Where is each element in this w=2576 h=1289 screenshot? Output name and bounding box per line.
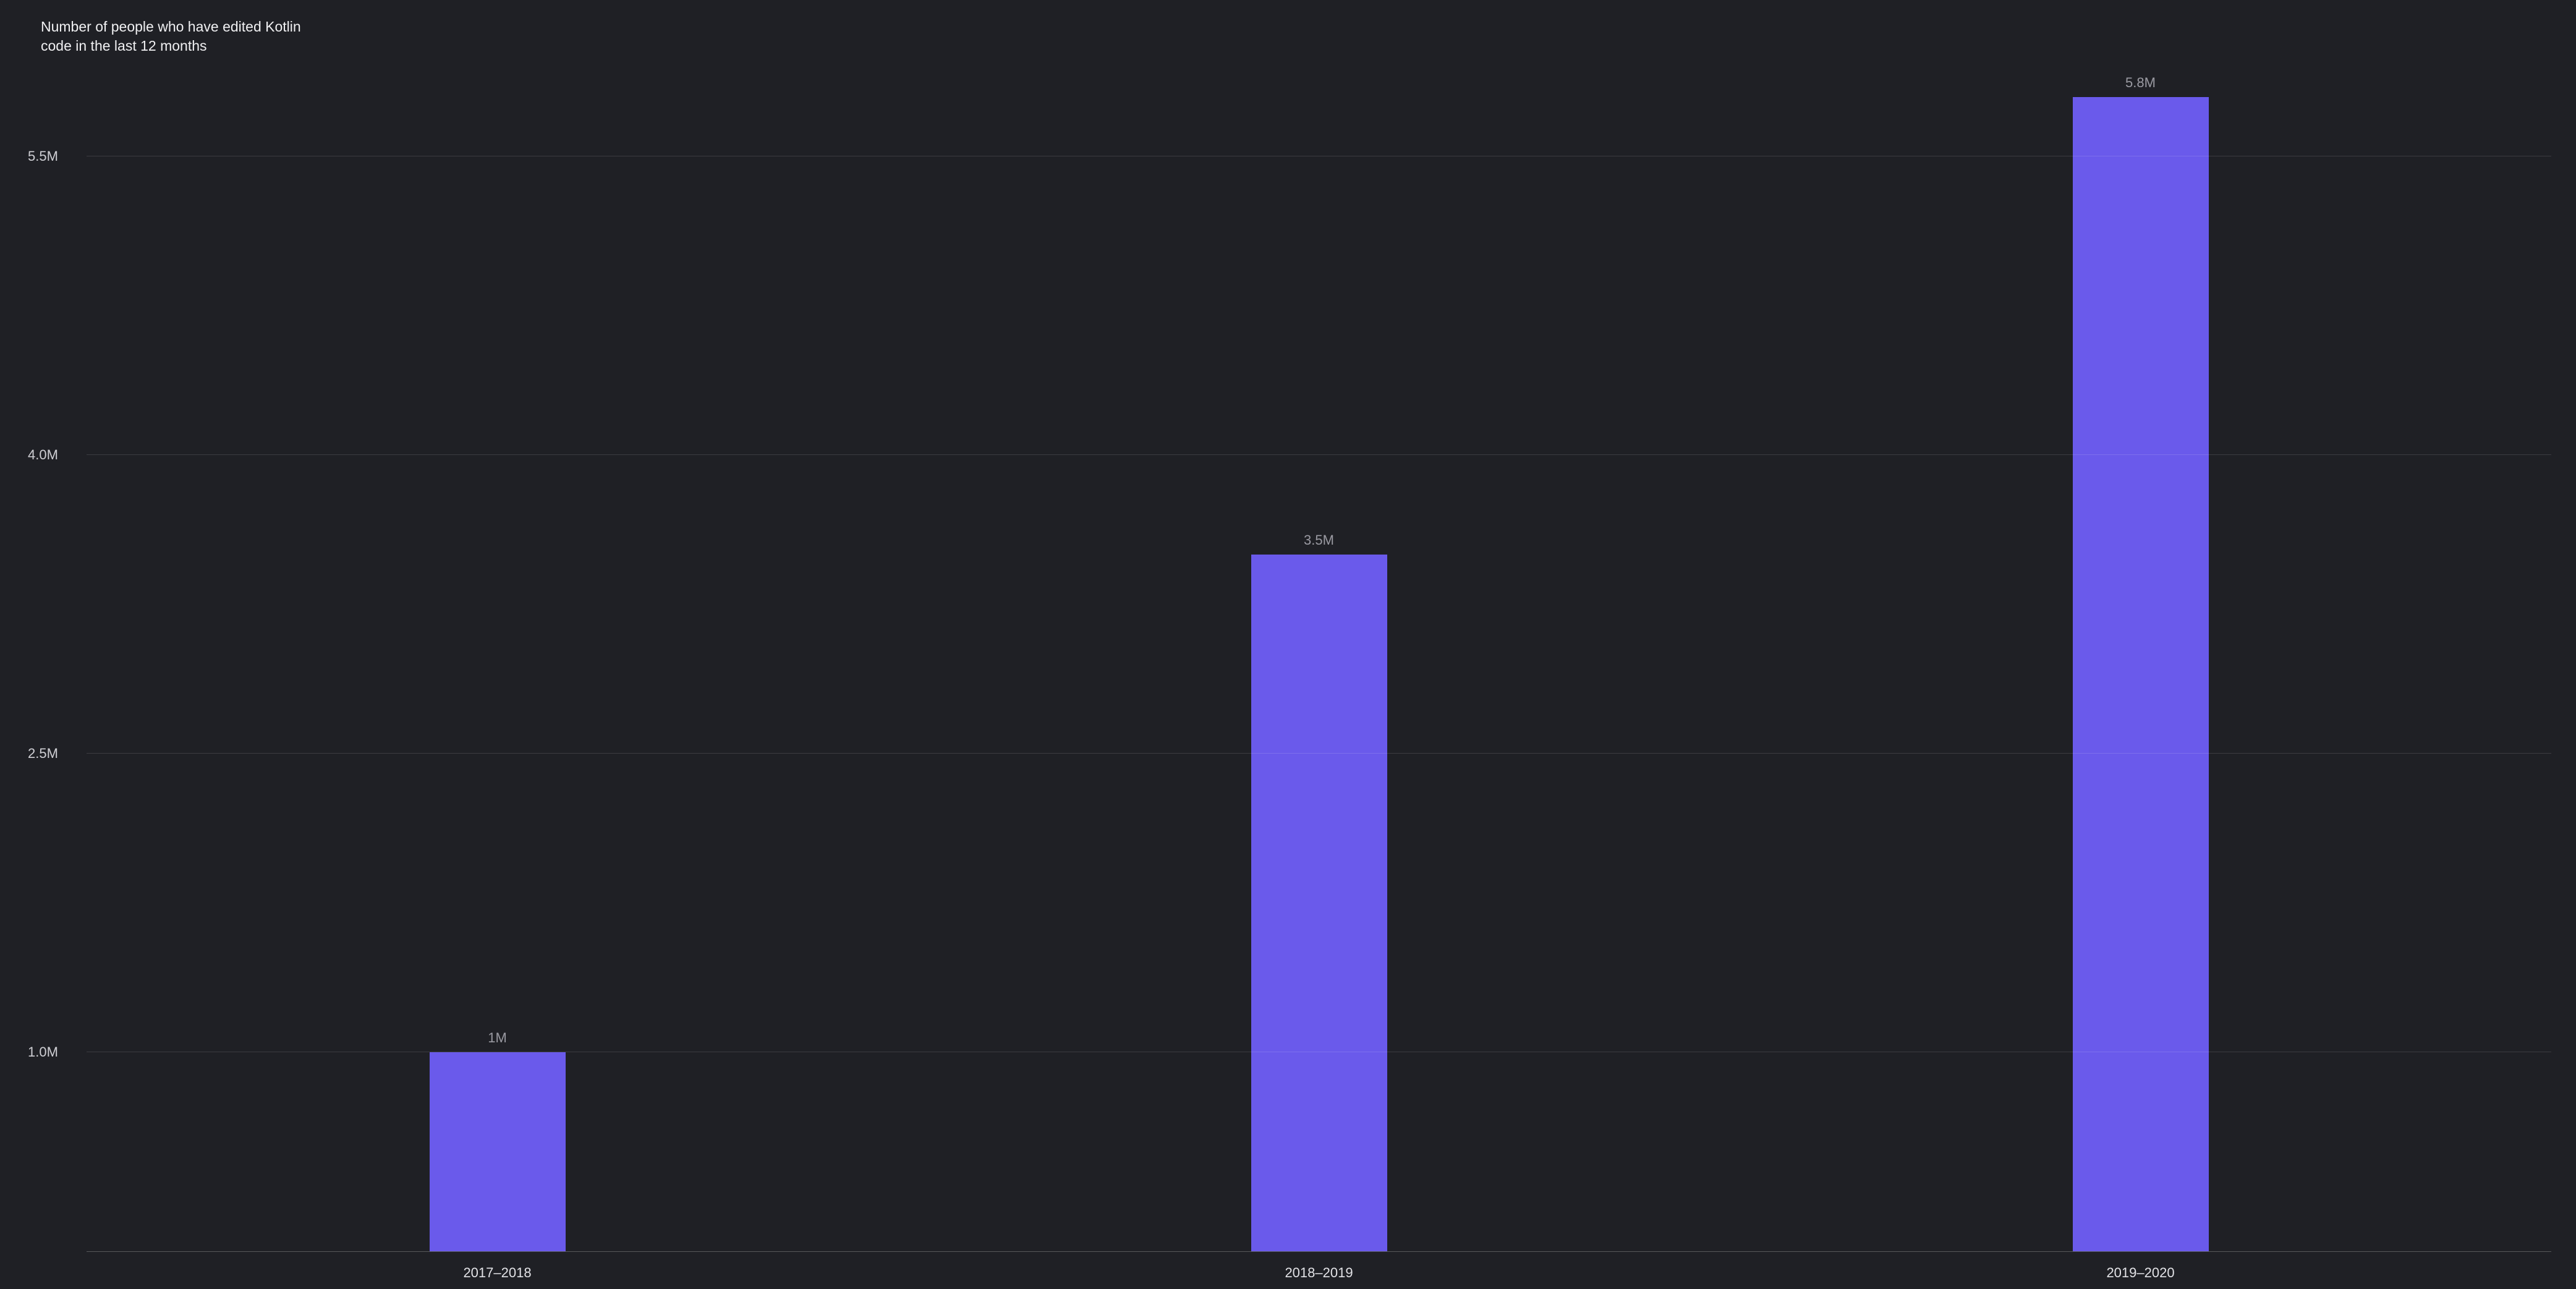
bar-slot: 1M2017–2018	[87, 17, 908, 1251]
x-tick-label: 2018–2019	[1285, 1265, 1353, 1281]
bar-slot: 5.8M2019–2020	[1730, 17, 2551, 1251]
plot-area: 1M2017–20183.5M2018–20195.8M2019–2020 1.…	[87, 17, 2551, 1252]
bar-value-label: 1M	[488, 1030, 507, 1046]
bar-value-label: 5.8M	[2125, 75, 2156, 91]
bar-value-label: 3.5M	[1304, 532, 1334, 548]
x-tick-label: 2017–2018	[463, 1265, 531, 1281]
y-tick-label: 2.5M	[28, 746, 77, 762]
bar	[430, 1052, 566, 1251]
bar	[2073, 97, 2209, 1251]
chart-container: Number of people who have edited Kotlin …	[0, 0, 2576, 1289]
gridline	[87, 454, 2551, 455]
bars-group: 1M2017–20183.5M2018–20195.8M2019–2020	[87, 17, 2551, 1251]
bar-slot: 3.5M2018–2019	[908, 17, 1730, 1251]
y-tick-label: 1.0M	[28, 1044, 77, 1060]
y-tick-label: 4.0M	[28, 447, 77, 463]
gridline	[87, 753, 2551, 754]
bar	[1251, 555, 1387, 1251]
chart-title: Number of people who have edited Kotlin …	[41, 17, 325, 56]
y-tick-label: 5.5M	[28, 148, 77, 164]
x-tick-label: 2019–2020	[2106, 1265, 2174, 1281]
